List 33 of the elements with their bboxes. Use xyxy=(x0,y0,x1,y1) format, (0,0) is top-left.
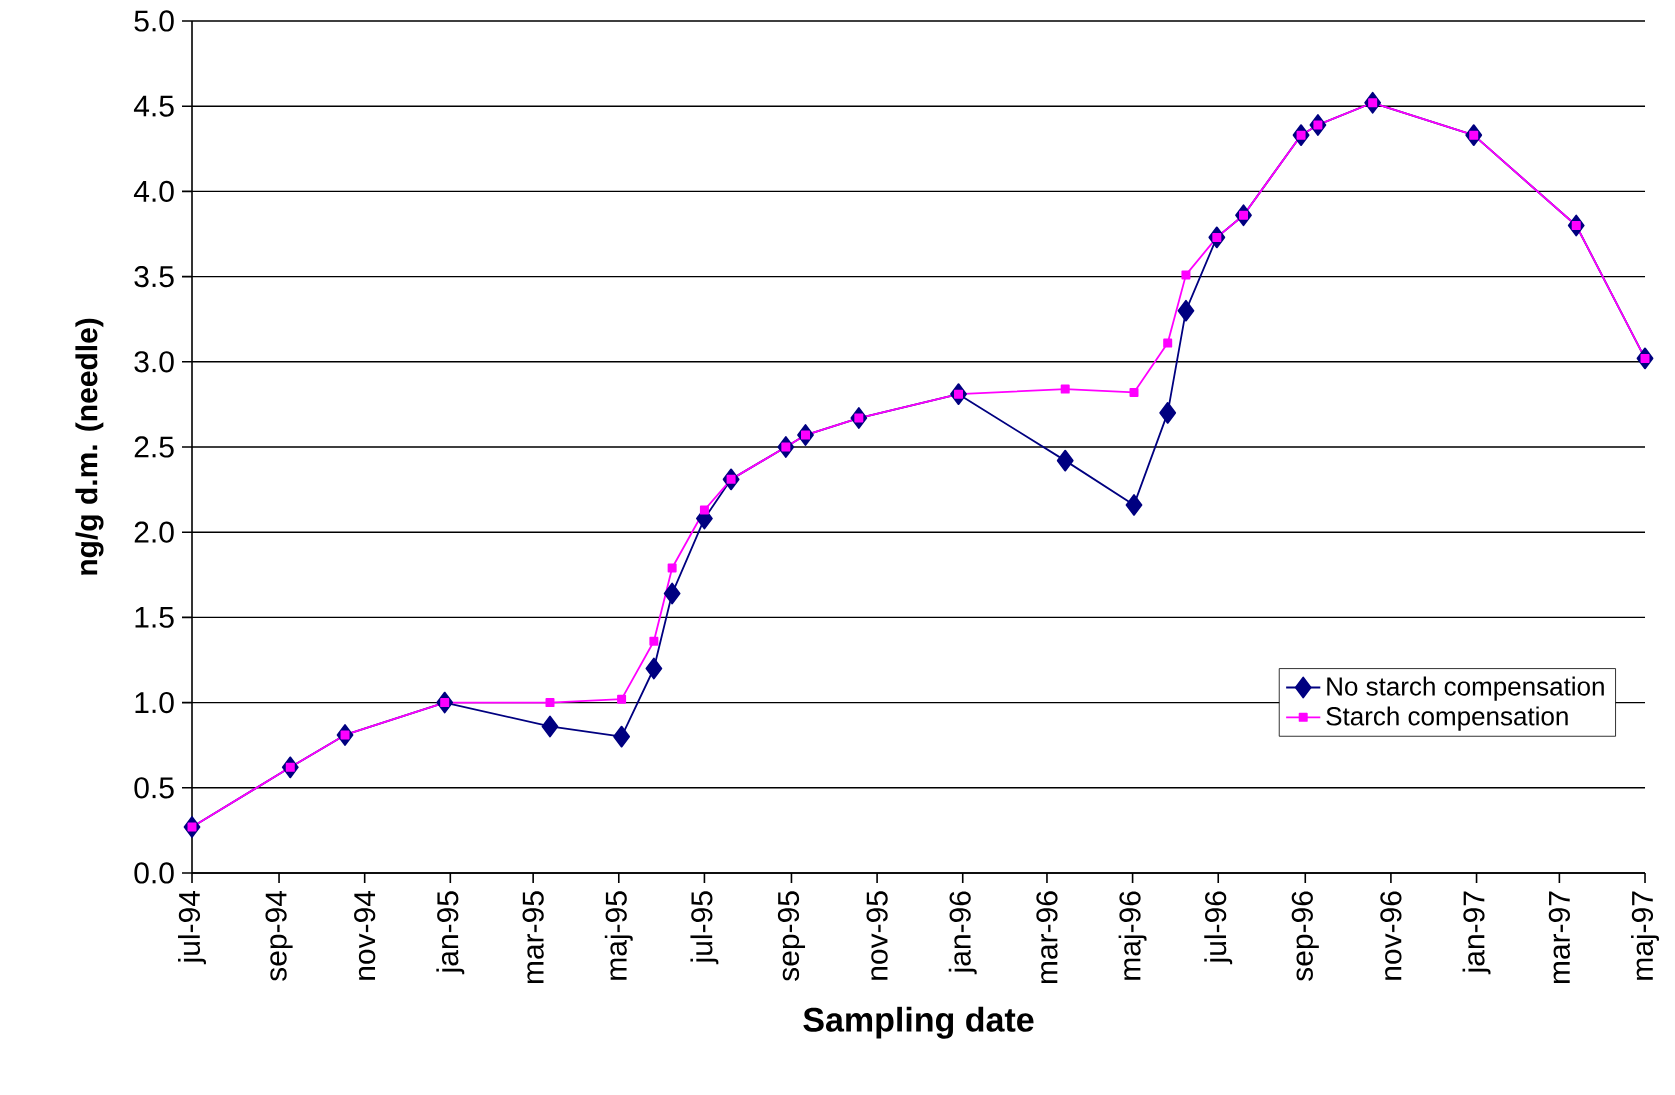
x-tick-label: maj-97 xyxy=(1631,891,1659,980)
x-tick-label: jan-97 xyxy=(1462,891,1491,975)
x-tick-label: jan-95 xyxy=(436,891,465,975)
x-tick-label: nov-96 xyxy=(1380,891,1402,980)
y-tick-label: 4.5 xyxy=(133,95,174,117)
x-tick-label: sep-95 xyxy=(777,891,806,981)
x-tick-label: sep-94 xyxy=(265,890,293,981)
legend-label: No starch compensation xyxy=(1327,676,1604,701)
x-tick-label: jul-94 xyxy=(178,890,206,965)
x-tick-label: jul-95 xyxy=(690,891,719,965)
y-tick-label: 1.5 xyxy=(135,606,174,628)
x-tick-label: mar-96 xyxy=(1036,891,1058,984)
x-axis-title: Sampling date xyxy=(803,1006,1034,1039)
x-tick-label: sep-96 xyxy=(1291,891,1319,981)
y-tick-label: 5.0 xyxy=(134,10,174,32)
x-tick-label: maj-95 xyxy=(604,891,633,980)
y-tick-label: 3.0 xyxy=(134,351,174,373)
x-tick-label: nov-95 xyxy=(866,891,888,980)
y-tick-label: 4.0 xyxy=(133,180,174,202)
y-tick-label: 3.5 xyxy=(134,265,174,288)
y-tick-label: 0.5 xyxy=(134,777,174,799)
x-tick-label: jul-96 xyxy=(1204,891,1233,965)
legend-label: Starch compensation xyxy=(1326,706,1568,731)
y-tick-label: 1.0 xyxy=(135,691,174,714)
y-tick-label: 0.0 xyxy=(134,862,174,884)
y-axis-title: ng/g d.m. (needle) xyxy=(75,318,104,575)
x-tick-label: nov-94 xyxy=(354,890,376,980)
y-tick-label: 2.0 xyxy=(134,521,174,543)
x-tick-label: mar-97 xyxy=(1548,891,1570,984)
x-tick-label: jan-96 xyxy=(948,891,977,975)
y-tick-label: 2.5 xyxy=(134,436,174,458)
x-tick-label: mar-95 xyxy=(522,891,544,984)
x-tick-label: maj-96 xyxy=(1118,891,1147,980)
